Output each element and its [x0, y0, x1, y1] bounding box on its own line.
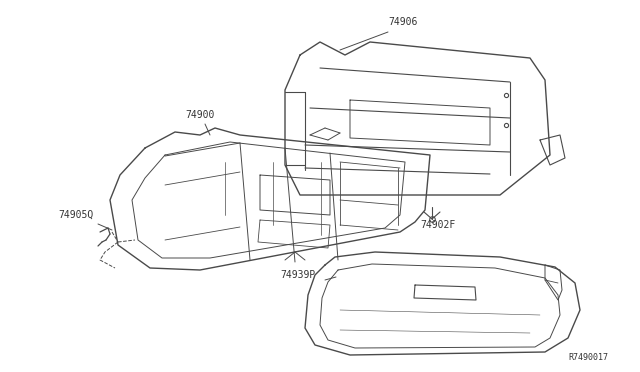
- Text: R7490017: R7490017: [568, 353, 608, 362]
- Text: 74900: 74900: [185, 110, 214, 120]
- Text: 74905Q: 74905Q: [58, 210, 93, 220]
- Text: 74902F: 74902F: [420, 220, 455, 230]
- Text: 74906: 74906: [388, 17, 417, 27]
- Text: 74939P: 74939P: [280, 270, 316, 280]
